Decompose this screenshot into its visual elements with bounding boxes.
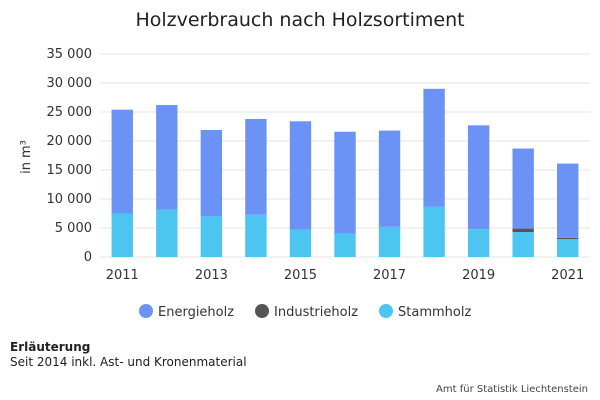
bar-industrieholz: [512, 228, 534, 233]
bar-energieholz: [557, 163, 579, 238]
footnote-title: Erläuterung: [10, 340, 91, 354]
y-axis: 0 5 000 10 000 15 000 20 000 25 000 30 000 35 0…: [47, 47, 93, 265]
y-tick-label: 10 000: [47, 192, 93, 207]
bar-stammholz: [467, 229, 490, 257]
bar-stammholz: [378, 226, 401, 257]
y-tick-label: 20 000: [47, 134, 93, 149]
bar-energieholz: [378, 130, 401, 227]
bar-energieholz: [200, 129, 223, 217]
legend-marker-energieholz: [139, 304, 153, 318]
bar-industrieholz: [557, 237, 579, 240]
x-tick-label: 2019: [462, 268, 495, 283]
x-axis: 2011 2013 2015 2017 2019 2021: [106, 268, 585, 283]
y-tick-label: 0: [84, 250, 92, 265]
bar-energieholz: [467, 125, 490, 230]
source-credit: Amt für Statistik Liechtenstein: [436, 384, 588, 395]
y-axis-label: in m³: [19, 140, 34, 174]
y-tick-label: 30 000: [47, 76, 93, 91]
y-tick-label: 5 000: [55, 221, 92, 236]
x-tick-label: 2021: [551, 268, 584, 283]
bar-stammholz: [423, 206, 445, 257]
legend-marker-industrieholz: [255, 304, 269, 318]
bar-energieholz: [512, 148, 534, 229]
y-tick-label: 15 000: [47, 163, 93, 178]
bar-stammholz: [111, 213, 133, 257]
footnote-text: Seit 2014 inkl. Ast- und Kronenmaterial: [10, 355, 247, 369]
x-tick-label: 2013: [195, 268, 228, 283]
y-tick-label: 35 000: [47, 47, 93, 62]
x-tick-label: 2011: [106, 268, 139, 283]
bar-energieholz: [245, 118, 267, 215]
bar-stammholz: [512, 232, 534, 257]
legend: Energieholz Industrieholz Stammholz: [139, 304, 471, 320]
bar-stammholz: [334, 233, 356, 257]
legend-label-energieholz: Energieholz: [158, 305, 234, 320]
bar-stammholz: [289, 229, 312, 257]
chart-title: Holzverbrauch nach Holzsortiment: [135, 9, 464, 31]
bar-energieholz: [334, 131, 356, 234]
bar-stammholz: [156, 209, 178, 257]
bar-stammholz: [200, 216, 223, 257]
legend-label-industrieholz: Industrieholz: [274, 305, 358, 320]
legend-label-stammholz: Stammholz: [398, 305, 471, 320]
bar-stammholz: [557, 239, 579, 257]
bar-energieholz: [156, 105, 178, 210]
bar-energieholz: [423, 88, 445, 207]
bar-energieholz: [111, 109, 133, 214]
bar-stammholz: [245, 214, 267, 257]
x-tick-label: 2015: [284, 268, 317, 283]
x-tick-label: 2017: [373, 268, 406, 283]
legend-marker-stammholz: [379, 304, 393, 318]
y-tick-label: 25 000: [47, 105, 93, 120]
bars: [111, 88, 579, 257]
bar-energieholz: [289, 121, 312, 230]
